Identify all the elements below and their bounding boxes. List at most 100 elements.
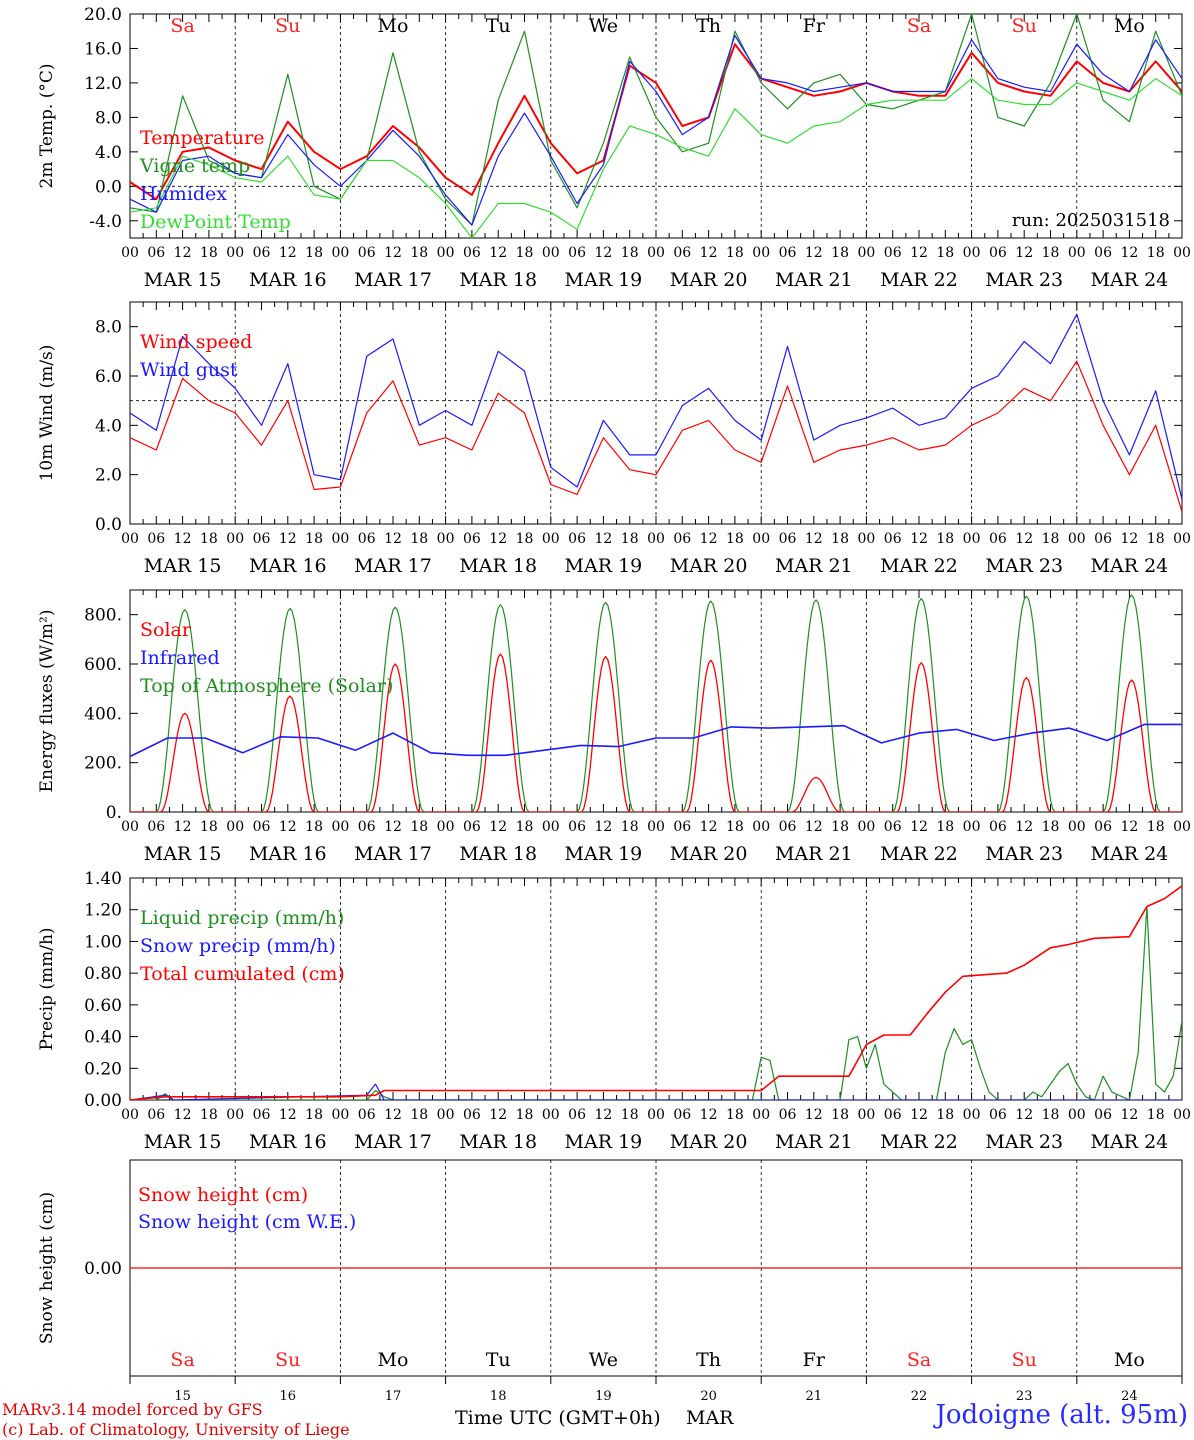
hour-tick-label: 00 <box>1068 245 1086 261</box>
legend-entry: Total cumulated (cm) <box>140 963 345 985</box>
legend-entry: Snow precip (mm/h) <box>140 935 336 957</box>
hour-tick-label: 00 <box>437 531 455 547</box>
date-label: MAR 21 <box>775 269 853 291</box>
day-number-label: 22 <box>911 1389 928 1404</box>
date-label: MAR 20 <box>670 1131 748 1153</box>
hour-tick-label: 06 <box>463 531 481 547</box>
hour-tick-label: 18 <box>200 531 218 547</box>
legend-entry: Snow height (cm W.E.) <box>138 1211 356 1233</box>
hour-tick-label: 18 <box>516 531 534 547</box>
series-group <box>130 14 1182 238</box>
hour-tick-label: 12 <box>489 1107 507 1123</box>
hour-tick-label: 00 <box>1068 819 1086 835</box>
hour-tick-label: 18 <box>1147 819 1165 835</box>
hour-tick-label: 18 <box>410 531 428 547</box>
y-tick-label: 0.0 <box>95 177 122 197</box>
hour-tick-label: 00 <box>331 245 349 261</box>
hour-tick-label: 18 <box>1042 531 1060 547</box>
date-label: MAR 15 <box>144 1131 222 1153</box>
hour-tick-label: 00 <box>121 1107 139 1123</box>
hour-tick-label: 06 <box>884 245 902 261</box>
date-label: MAR 19 <box>565 843 643 865</box>
y-tick-label: 200. <box>84 754 122 774</box>
hour-tick-label: 00 <box>1068 1107 1086 1123</box>
hour-tick-label: 18 <box>1147 531 1165 547</box>
hour-tick-label: 00 <box>752 245 770 261</box>
day-number-label: 23 <box>1016 1389 1033 1404</box>
hour-tick-label: 12 <box>384 531 402 547</box>
day-number-label: 16 <box>280 1389 297 1404</box>
hour-tick-label: 06 <box>884 531 902 547</box>
date-label: MAR 24 <box>1091 843 1169 865</box>
date-label: MAR 21 <box>775 555 853 577</box>
hour-tick-label: 12 <box>910 819 928 835</box>
hour-tick-label: 06 <box>1094 245 1112 261</box>
weekday-label: Sa <box>170 15 194 37</box>
weekday-label: Th <box>696 15 721 37</box>
weekday-label: Mo <box>378 15 409 37</box>
y-tick-label: 0.20 <box>84 1059 122 1079</box>
y-tick-label: 800. <box>84 606 122 626</box>
weekday-label: Th <box>696 1349 721 1371</box>
hour-tick-label: 12 <box>489 245 507 261</box>
y-axis-label: Energy fluxes (W/m²) <box>37 610 57 793</box>
hour-tick-label: 06 <box>568 245 586 261</box>
hour-tick-label: 06 <box>779 245 797 261</box>
hour-tick-label: 00 <box>331 1107 349 1123</box>
hour-tick-label: 06 <box>463 819 481 835</box>
y-tick-label: 0.80 <box>84 964 122 984</box>
hour-tick-label: 12 <box>489 819 507 835</box>
legend-entry: Vigne temp <box>139 155 250 177</box>
y-tick-label: -4.0 <box>89 212 122 232</box>
hour-tick-label: 18 <box>410 819 428 835</box>
hour-tick-label: 18 <box>936 531 954 547</box>
series-dewpoint-temp <box>130 77 1182 238</box>
hour-tick-label: 06 <box>989 1107 1007 1123</box>
hour-tick-label: 18 <box>831 819 849 835</box>
date-label: MAR 18 <box>459 843 537 865</box>
y-tick-label: 12.0 <box>84 74 122 94</box>
date-label: MAR 24 <box>1091 269 1169 291</box>
hour-tick-label: 12 <box>1120 1107 1138 1123</box>
hour-tick-label: 18 <box>200 819 218 835</box>
run-label: run: 2025031518 <box>1012 210 1170 231</box>
hour-tick-label: 00 <box>437 245 455 261</box>
hour-tick-label: 00 <box>963 819 981 835</box>
hour-tick-label: 18 <box>200 245 218 261</box>
series-top-of-atmosphere-solar <box>130 594 1182 812</box>
panel-1: -4.0 0.0 4.0 8.0 12.0 16.0 20.0 2m Temp. (°C) 00… <box>37 5 1191 291</box>
legend-entry: DewPoint Temp <box>140 211 291 233</box>
hour-tick-label: 00 <box>857 531 875 547</box>
weekday-label: Su <box>1012 1349 1037 1371</box>
hour-tick-label: 12 <box>174 819 192 835</box>
panel-2: 0.0 2.0 4.0 6.0 8.0 10m Wind (m/s) 00 06 12 18 00 0… <box>37 301 1191 577</box>
y-tick-label: 1.20 <box>84 901 122 921</box>
weekday-label: Su <box>1012 15 1037 37</box>
day-number-label: 15 <box>174 1389 191 1404</box>
y-axis-label: Snow height (cm) <box>37 1192 57 1344</box>
hour-tick-label: 12 <box>910 1107 928 1123</box>
weekday-label: Mo <box>1114 1349 1145 1371</box>
date-label: MAR 19 <box>565 1131 643 1153</box>
hour-tick-label: 12 <box>594 819 612 835</box>
series-total-cumulated <box>130 885 1182 1100</box>
weekday-label: Mo <box>1114 15 1145 37</box>
y-tick-label: 8.0 <box>95 318 122 338</box>
y-tick-label: 400. <box>84 704 122 724</box>
date-label: MAR 20 <box>670 269 748 291</box>
hour-tick-label: 00 <box>963 245 981 261</box>
date-label: MAR 18 <box>459 269 537 291</box>
hour-tick-label: 12 <box>384 245 402 261</box>
series-infrared <box>130 723 1182 758</box>
hour-tick-label: 18 <box>726 531 744 547</box>
hour-tick-label: 18 <box>516 1107 534 1123</box>
y-tick-label: 20.0 <box>84 5 122 25</box>
series-vigne-temp <box>130 14 1182 226</box>
month-label: MAR <box>686 1407 734 1429</box>
hour-tick-label: 00 <box>647 1107 665 1123</box>
hour-tick-label: 00 <box>752 531 770 547</box>
day-number-label: 17 <box>385 1389 402 1404</box>
date-label: MAR 17 <box>354 269 432 291</box>
hour-tick-label: 18 <box>726 245 744 261</box>
y-axis-label: Precip (mm/h) <box>37 927 57 1050</box>
